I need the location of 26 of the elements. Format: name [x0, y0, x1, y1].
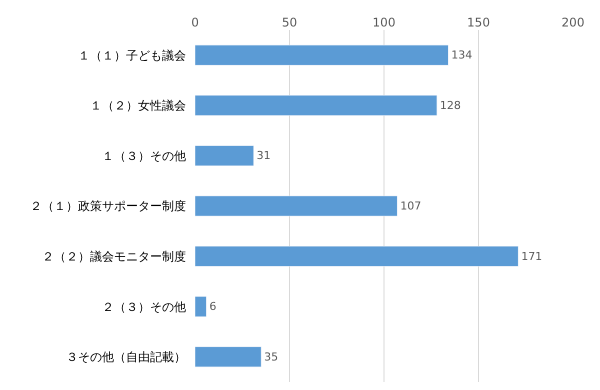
- x-tick-label: 150: [467, 16, 490, 30]
- bar: [195, 296, 207, 317]
- y-tick-label: ３その他（自由記載）: [66, 350, 186, 364]
- y-tick-label: １（１）子ども議会: [78, 48, 186, 62]
- bar: [195, 44, 449, 66]
- y-tick-label: ２（１）政策サポーター制度: [30, 199, 186, 214]
- y-tick-label: ２（３）その他: [102, 300, 186, 314]
- data-label: 171: [521, 250, 542, 263]
- bar: [195, 95, 438, 116]
- bar: [195, 246, 518, 267]
- bar: [195, 196, 398, 216]
- data-label: 6: [209, 300, 216, 314]
- data-label: 128: [440, 98, 461, 112]
- bar: [195, 346, 262, 368]
- x-tick-label: 100: [372, 16, 396, 30]
- y-tick-label: ２（２）議会モニター制度: [42, 249, 186, 264]
- x-tick-label: 0: [191, 16, 199, 30]
- y-tick-label: １（２）女性議会: [90, 98, 186, 113]
- x-tick-label: 200: [562, 16, 584, 30]
- y-tick-label: １（３）その他: [102, 148, 186, 163]
- data-label: 107: [400, 200, 422, 212]
- data-label: 35: [264, 350, 278, 364]
- data-label: 31: [256, 149, 271, 162]
- data-label: 134: [451, 48, 472, 62]
- x-tick-label: 50: [282, 16, 298, 30]
- bar: [195, 145, 254, 166]
